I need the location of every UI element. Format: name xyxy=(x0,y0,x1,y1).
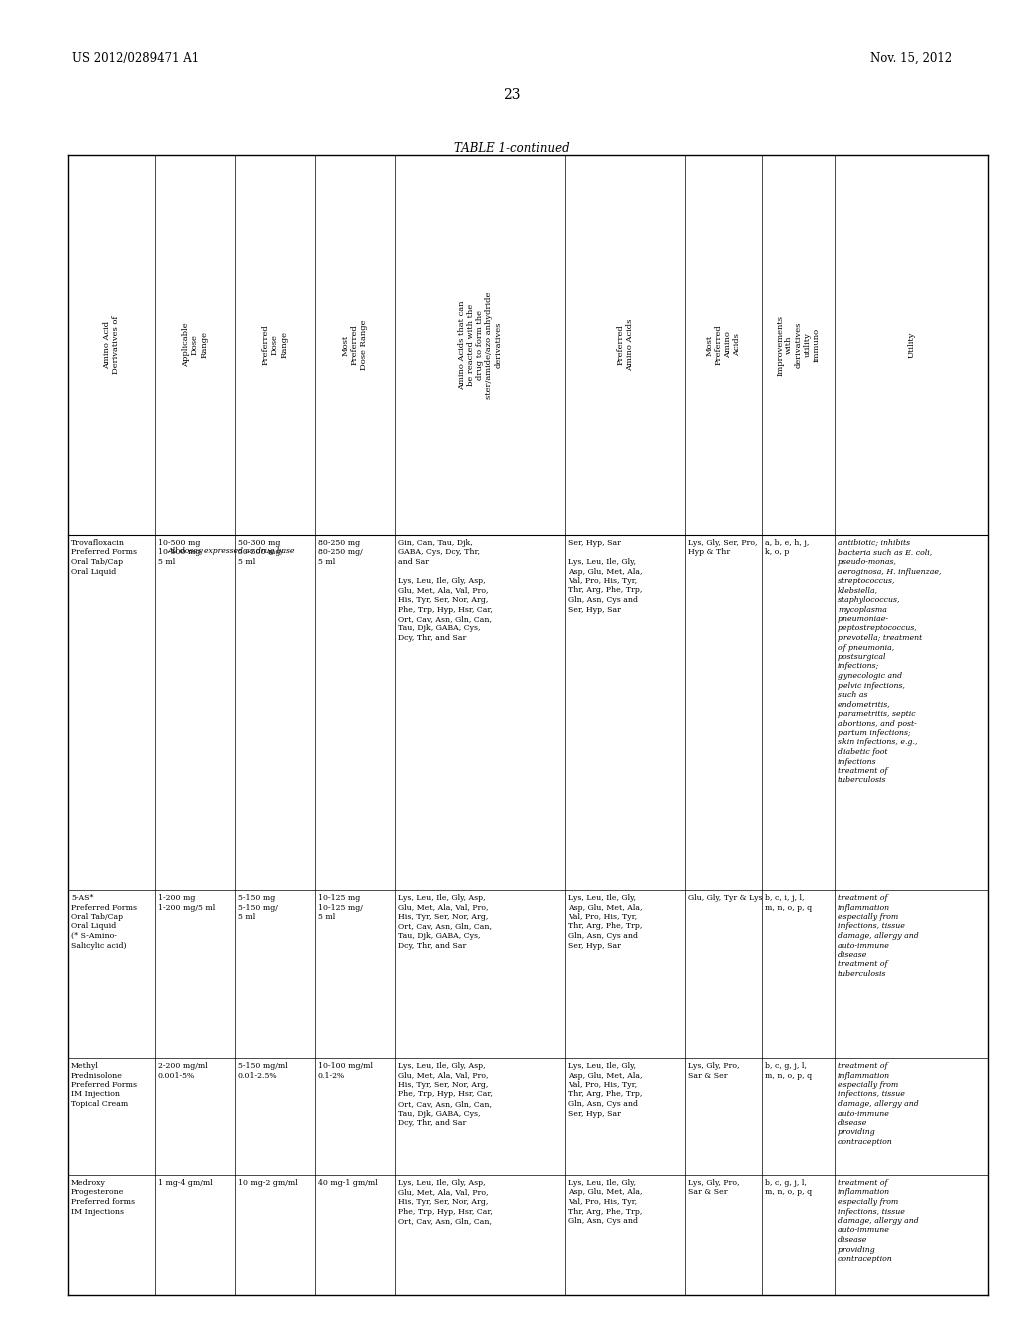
Text: 50-300 mg
50-300 mg/
5 ml: 50-300 mg 50-300 mg/ 5 ml xyxy=(238,539,283,566)
Text: Glu, Gly, Tyr & Lys: Glu, Gly, Tyr & Lys xyxy=(688,894,763,902)
Text: Most
Preferred
Dose Range: Most Preferred Dose Range xyxy=(342,319,369,370)
Text: Preferred
Amino Acids: Preferred Amino Acids xyxy=(616,319,634,371)
Text: a, b, e, h, j,
k, o, p: a, b, e, h, j, k, o, p xyxy=(765,539,809,557)
Text: Trovafloxacin
Preferred Forms
Oral Tab/Cap
Oral Liquid: Trovafloxacin Preferred Forms Oral Tab/C… xyxy=(71,539,137,576)
Text: 10-100 mg/ml
0.1-2%: 10-100 mg/ml 0.1-2% xyxy=(318,1063,373,1080)
Text: Medroxy
Progesterone
Preferred forms
IM Injections: Medroxy Progesterone Preferred forms IM … xyxy=(71,1179,135,1216)
Text: All doses expressed as drug base: All doses expressed as drug base xyxy=(168,546,295,554)
Text: 1 mg-4 gm/ml: 1 mg-4 gm/ml xyxy=(158,1179,213,1187)
Text: Lys, Leu, Ile, Gly, Asp,
Glu, Met, Ala, Val, Pro,
His, Tyr, Ser, Nor, Arg,
Phe, : Lys, Leu, Ile, Gly, Asp, Glu, Met, Ala, … xyxy=(398,1179,493,1225)
Text: 10-500 mg
10-500 mg/
5 ml: 10-500 mg 10-500 mg/ 5 ml xyxy=(158,539,203,566)
Text: Applicable
Dose
Range: Applicable Dose Range xyxy=(182,322,208,367)
Text: 23: 23 xyxy=(503,88,521,102)
Text: 5-150 mg
5-150 mg/
5 ml: 5-150 mg 5-150 mg/ 5 ml xyxy=(238,894,278,921)
Text: 5-150 mg/ml
0.01-2.5%: 5-150 mg/ml 0.01-2.5% xyxy=(238,1063,288,1080)
Text: Utility: Utility xyxy=(907,331,915,358)
Text: Most
Preferred
Amino
Acids: Most Preferred Amino Acids xyxy=(706,325,741,366)
Text: Methyl
Prednisolone
Preferred Forms
IM Injection
Topical Cream: Methyl Prednisolone Preferred Forms IM I… xyxy=(71,1063,137,1107)
Text: Lys, Gly, Pro,
Sar & Ser: Lys, Gly, Pro, Sar & Ser xyxy=(688,1063,739,1080)
Text: Preferred
Dose
Range: Preferred Dose Range xyxy=(262,325,288,366)
Text: Lys, Leu, Ile, Gly, Asp,
Glu, Met, Ala, Val, Pro,
His, Tyr, Ser, Nor, Arg,
Ort, : Lys, Leu, Ile, Gly, Asp, Glu, Met, Ala, … xyxy=(398,894,492,949)
Text: Lys, Leu, Ile, Gly, Asp,
Glu, Met, Ala, Val, Pro,
His, Tyr, Ser, Nor, Arg,
Phe, : Lys, Leu, Ile, Gly, Asp, Glu, Met, Ala, … xyxy=(398,1063,493,1127)
Text: b, c, g, j, l,
m, n, o, p, q: b, c, g, j, l, m, n, o, p, q xyxy=(765,1179,812,1196)
Text: b, c, g, j, l,
m, n, o, p, q: b, c, g, j, l, m, n, o, p, q xyxy=(765,1063,812,1080)
Text: Nov. 15, 2012: Nov. 15, 2012 xyxy=(870,51,952,65)
Text: antibiotic; inhibits
bacteria such as E. coli,
pseudo-monas,
aeroginosa, H. infl: antibiotic; inhibits bacteria such as E.… xyxy=(838,539,941,784)
Text: 5-AS*
Preferred Forms
Oral Tab/Cap
Oral Liquid
(* S-Amino-
Salicylic acid): 5-AS* Preferred Forms Oral Tab/Cap Oral … xyxy=(71,894,137,949)
Text: treatment of
inflammation
especially from
infections, tissue
damage, allergy and: treatment of inflammation especially fro… xyxy=(838,1179,919,1263)
Text: Ser, Hyp, Sar

Lys, Leu, Ile, Gly,
Asp, Glu, Met, Ala,
Val, Pro, His, Tyr,
Thr, : Ser, Hyp, Sar Lys, Leu, Ile, Gly, Asp, G… xyxy=(568,539,642,614)
Text: TABLE 1-continued: TABLE 1-continued xyxy=(455,143,569,154)
Text: Improvements
with
derivatives
utility
immuno: Improvements with derivatives utility im… xyxy=(776,314,821,375)
Text: 80-250 mg
80-250 mg/
5 ml: 80-250 mg 80-250 mg/ 5 ml xyxy=(318,539,362,566)
Text: Lys, Leu, Ile, Gly,
Asp, Glu, Met, Ala,
Val, Pro, His, Tyr,
Thr, Arg, Phe, Trp,
: Lys, Leu, Ile, Gly, Asp, Glu, Met, Ala, … xyxy=(568,1063,642,1118)
Text: 10 mg-2 gm/ml: 10 mg-2 gm/ml xyxy=(238,1179,298,1187)
Text: Amino Acids that can
be reacted with the
drug to form the
ster/amide/azo anhydri: Amino Acids that can be reacted with the… xyxy=(458,292,503,399)
Text: Lys, Leu, Ile, Gly,
Asp, Glu, Met, Ala,
Val, Pro, His, Tyr,
Thr, Arg, Phe, Trp,
: Lys, Leu, Ile, Gly, Asp, Glu, Met, Ala, … xyxy=(568,894,642,949)
Text: 2-200 mg/ml
0.001-5%: 2-200 mg/ml 0.001-5% xyxy=(158,1063,208,1080)
Text: 40 mg-1 gm/ml: 40 mg-1 gm/ml xyxy=(318,1179,378,1187)
Text: treatment of
inflammation
especially from
infections, tissue
damage, allergy and: treatment of inflammation especially fro… xyxy=(838,1063,919,1146)
Text: Amino Acid
Derivatives of: Amino Acid Derivatives of xyxy=(102,315,120,375)
Text: 1-200 mg
1-200 mg/5 ml: 1-200 mg 1-200 mg/5 ml xyxy=(158,894,215,912)
Text: US 2012/0289471 A1: US 2012/0289471 A1 xyxy=(72,51,199,65)
Text: Lys, Gly, Ser, Pro,
Hyp & Thr: Lys, Gly, Ser, Pro, Hyp & Thr xyxy=(688,539,758,557)
Text: Lys, Gly, Pro,
Sar & Ser: Lys, Gly, Pro, Sar & Ser xyxy=(688,1179,739,1196)
Text: b, c, i, j, l,
m, n, o, p, q: b, c, i, j, l, m, n, o, p, q xyxy=(765,894,812,912)
Text: treatment of
inflammation
especially from
infections, tissue
damage, allergy and: treatment of inflammation especially fro… xyxy=(838,894,919,978)
Text: Gin, Can, Tau, Djk,
GABA, Cys, Dcy, Thr,
and Sar

Lys, Leu, Ile, Gly, Asp,
Glu, : Gin, Can, Tau, Djk, GABA, Cys, Dcy, Thr,… xyxy=(398,539,493,642)
Text: Lys, Leu, Ile, Gly,
Asp, Glu, Met, Ala,
Val, Pro, His, Tyr,
Thr, Arg, Phe, Trp,
: Lys, Leu, Ile, Gly, Asp, Glu, Met, Ala, … xyxy=(568,1179,642,1225)
Text: 10-125 mg
10-125 mg/
5 ml: 10-125 mg 10-125 mg/ 5 ml xyxy=(318,894,362,921)
